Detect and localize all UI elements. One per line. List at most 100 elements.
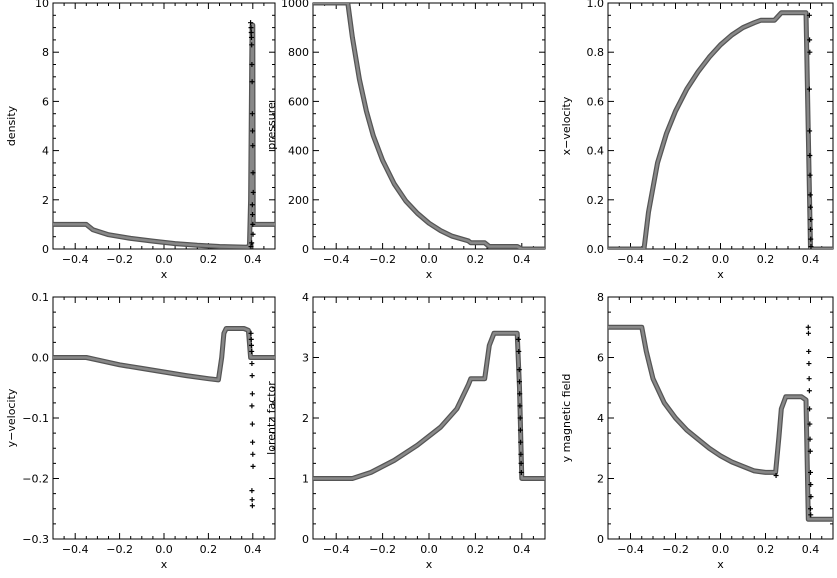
x-axis-label: x [717,268,724,281]
data-point-marker [807,153,813,159]
y-tick-label: 2 [597,473,604,486]
data-point-marker [808,236,814,242]
y-tick-label: 6 [597,352,604,365]
y-tick-label: 0 [302,243,309,256]
x-tick-label: −0.4 [62,543,89,556]
x-tick-label: −0.2 [106,253,133,266]
data-point-marker [249,42,255,48]
panel-6: −0.4 −0.2 0.0 0.2 0.4 0 2 4 6 8 x y magnetic field [560,291,834,571]
y-tick-label: 1 [302,473,309,486]
panel-1: −0.4 −0.2 0.0 0.2 0.4 0 2 4 6 8 10 x density [5,0,276,281]
x-tick-label: 0.0 [420,543,438,556]
series-numerical-curve-core [53,327,275,382]
x-tick-label: 0.0 [712,253,730,266]
y-tick-label: 400 [288,145,309,158]
data-point-marker [518,451,524,457]
data-point-marker [517,415,523,421]
data-point-marker [250,212,256,218]
data-point-marker [250,451,256,457]
x-tick-label: −0.4 [617,253,644,266]
data-point-marker [249,391,255,397]
data-point-marker [807,172,813,178]
panel-5: −0.4 −0.2 0.0 0.2 0.4 0 1 2 3 4 x lorentz factor [265,291,546,571]
data-point-marker [517,403,523,409]
y-tick-label: 0.1 [32,291,50,304]
x-tick-label: −0.4 [323,253,350,266]
x-tick-label: 0.0 [420,253,438,266]
data-point-marker [518,469,524,475]
data-point-marker [249,373,255,379]
data-point-marker [516,348,522,354]
data-point-marker [805,330,811,336]
data-point-marker [806,361,812,367]
data-point-marker [806,388,812,394]
x-tick-label: −0.2 [369,543,396,556]
data-point-marker [249,111,255,117]
x-tick-label: 0.4 [513,253,531,266]
data-point-marker [808,469,813,475]
data-point-marker [805,324,811,330]
data-point-marker [250,128,256,134]
y-tick-label: 1.0 [587,0,605,10]
y-tick-label: 6 [42,95,49,108]
data-point-marker [249,497,255,503]
data-point-marker [250,231,256,237]
data-point-marker [517,391,523,397]
y-tick-label: 1000 [281,0,309,10]
plot-frame [312,2,546,250]
x-tick-label: 0.4 [244,253,262,266]
data-point-marker [250,439,256,445]
series-numerical-curve [53,22,275,249]
x-tick-label: −0.2 [662,253,689,266]
y-tick-label: 2 [42,194,49,207]
data-point-marker [249,361,255,367]
series-numerical-curve-core [313,332,545,480]
y-tick-label: 0.4 [587,145,605,158]
y-axis-label: pressure [265,102,278,150]
data-point-marker [807,192,813,198]
y-tick-label: 4 [302,291,309,304]
data-point-marker [806,376,812,382]
data-point-marker [249,488,255,494]
data-point-marker [806,12,812,18]
data-point-marker [807,49,813,55]
data-point-marker [248,336,254,342]
data-point-marker [808,226,813,232]
data-point-marker [518,460,524,466]
x-tick-label: 0.0 [712,543,730,556]
data-point-marker [248,25,254,31]
data-point-marker [807,128,813,134]
data-point-marker [517,427,523,433]
x-tick-label: 0.2 [757,253,775,266]
data-point-marker [807,421,813,427]
x-tick-label: 0.2 [757,543,775,556]
y-axis-label: y−velocity [5,388,18,447]
x-tick-label: −0.2 [369,253,396,266]
data-point-marker [773,472,779,478]
x-tick-label: 0.2 [200,543,218,556]
data-point-marker [249,403,255,409]
x-tick-label: −0.4 [617,543,644,556]
y-tick-label: −0.1 [22,412,49,425]
data-point-marker [248,330,254,336]
y-tick-label: 8 [597,291,604,304]
y-tick-label: 0 [597,533,604,546]
panel-3: −0.4 −0.2 0.0 0.2 0.4 0.0 0.2 0.4 0.6 0.8 1.0 x x−ve… [560,0,834,281]
series-numerical-curve-core [608,326,833,521]
x-tick-label: 0.4 [513,543,531,556]
data-point-marker [249,62,255,67]
data-group [313,330,545,481]
data-point-marker [249,240,255,246]
data-point-marker [518,439,524,445]
y-tick-label: 0.0 [587,243,605,256]
data-point-marker [248,20,254,26]
x-tick-label: 0.0 [155,543,173,556]
data-point-marker [808,204,813,210]
data-group [53,326,275,509]
data-group [608,324,833,522]
data-point-marker [250,189,256,195]
data-point-marker [249,503,255,509]
x-axis-label: x [161,268,168,281]
x-tick-label: 0.4 [244,543,262,556]
data-point-marker [807,406,813,412]
